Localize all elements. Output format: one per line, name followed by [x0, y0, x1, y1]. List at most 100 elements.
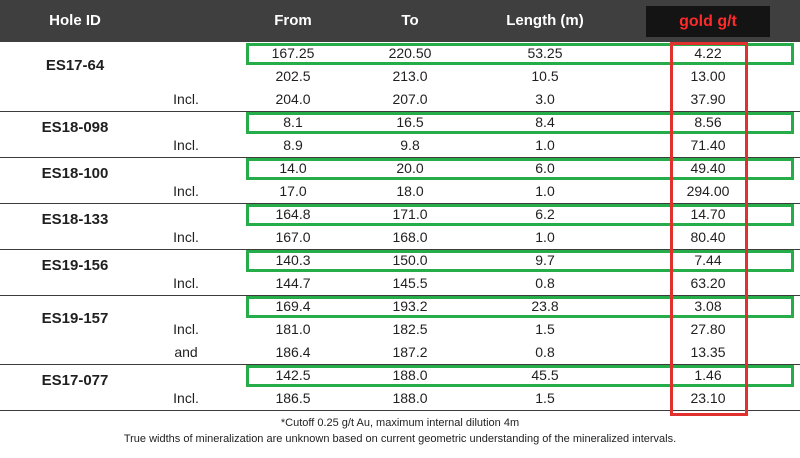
cell-gold: 27.80 [690, 321, 726, 337]
interval-qualifier [145, 65, 227, 88]
interval-qualifier [145, 111, 227, 134]
cell-to: 16.5 [396, 114, 424, 130]
cell-length: 23.8 [531, 298, 559, 314]
group-divider [0, 364, 800, 365]
cell-length: 3.0 [535, 91, 555, 107]
cell-gold: 80.40 [690, 229, 726, 245]
group-divider [0, 111, 800, 112]
header-hole-id: Hole ID [49, 12, 101, 29]
cell-to: 193.2 [392, 298, 428, 314]
cell-from: 186.5 [275, 390, 311, 406]
cell-to: 168.0 [392, 229, 428, 245]
interval-qualifier [145, 249, 227, 272]
cell-length: 1.0 [535, 229, 555, 245]
header-to: To [401, 12, 419, 29]
table-row: Incl. 186.5 188.0 1.5 23.10 [0, 387, 800, 410]
main-interval-highlight [246, 296, 794, 318]
group-divider [0, 203, 800, 204]
table-row: Incl. 167.0 168.0 1.0 80.40 [0, 226, 800, 249]
cell-gold: 63.20 [690, 275, 726, 291]
footnote-true-widths: True widths of mineralization are unknow… [123, 433, 677, 445]
cell-gold: 7.44 [694, 252, 722, 268]
table-row: and 186.4 187.2 0.8 13.35 [0, 341, 800, 364]
interval-qualifier [145, 364, 227, 387]
cell-length: 45.5 [531, 367, 559, 383]
cell-gold: 4.22 [694, 45, 722, 61]
main-interval-highlight [246, 158, 794, 180]
cell-gold: 14.70 [690, 206, 726, 222]
cell-gold: 8.56 [694, 114, 722, 130]
table-header: Hole ID From To Length (m) gold g/t [0, 0, 800, 42]
table-row: 14.0 20.0 6.0 49.40 [0, 157, 800, 180]
cell-gold: 71.40 [690, 137, 726, 153]
cell-from: 167.25 [271, 45, 315, 61]
cell-from: 140.3 [275, 252, 311, 268]
main-interval-highlight [246, 43, 794, 65]
main-interval-highlight [246, 250, 794, 272]
interval-qualifier: Incl. [173, 91, 199, 107]
cell-length: 0.8 [535, 275, 555, 291]
hole-id: ES17-077 [41, 372, 109, 389]
cell-to: 150.0 [392, 252, 428, 268]
table-row: Incl. 181.0 182.5 1.5 27.80 [0, 318, 800, 341]
interval-qualifier [145, 203, 227, 226]
cell-length: 8.4 [535, 114, 555, 130]
cell-from: 14.0 [279, 160, 307, 176]
table-row: Incl. 204.0 207.0 3.0 37.90 [0, 88, 800, 111]
interval-qualifier [145, 157, 227, 180]
cell-gold: 294.00 [686, 183, 730, 199]
interval-qualifier [145, 42, 227, 65]
cell-from: 202.5 [275, 68, 311, 84]
table-row: 142.5 188.0 45.5 1.46 [0, 364, 800, 387]
cell-to: 9.8 [400, 137, 420, 153]
hole-id: ES18-098 [41, 119, 109, 136]
cell-length: 53.25 [527, 45, 563, 61]
cell-length: 9.7 [535, 252, 555, 268]
cell-length: 1.5 [535, 390, 555, 406]
gold-column-highlight [670, 42, 748, 416]
footnote-cutoff: *Cutoff 0.25 g/t Au, maximum internal di… [280, 417, 520, 429]
main-interval-highlight [246, 204, 794, 226]
interval-qualifier: and [174, 344, 198, 360]
header-gold-box: gold g/t [646, 6, 770, 37]
cell-length: 10.5 [531, 68, 559, 84]
cell-from: 181.0 [275, 321, 311, 337]
interval-qualifier: Incl. [173, 275, 199, 291]
main-interval-highlight [246, 365, 794, 387]
cell-from: 8.1 [283, 114, 303, 130]
cell-from: 144.7 [275, 275, 311, 291]
table-row: 169.4 193.2 23.8 3.08 [0, 295, 800, 318]
header-from: From [274, 12, 312, 29]
cell-to: 220.50 [388, 45, 432, 61]
table-row: Incl. 8.9 9.8 1.0 71.40 [0, 134, 800, 157]
cell-gold: 37.90 [690, 91, 726, 107]
interval-qualifier: Incl. [173, 390, 199, 406]
table-row: 202.5 213.0 10.5 13.00 [0, 65, 800, 88]
hole-id: ES17-64 [45, 57, 105, 74]
cell-to: 213.0 [392, 68, 428, 84]
cell-to: 207.0 [392, 91, 428, 107]
cell-length: 1.5 [535, 321, 555, 337]
cell-to: 182.5 [392, 321, 428, 337]
cell-from: 142.5 [275, 367, 311, 383]
cell-to: 20.0 [396, 160, 424, 176]
cell-gold: 13.00 [690, 68, 726, 84]
hole-id: ES19-157 [41, 310, 109, 327]
cell-to: 188.0 [392, 367, 428, 383]
cell-gold: 13.35 [690, 344, 726, 360]
cell-length: 6.2 [535, 206, 555, 222]
table-row: Incl. 17.0 18.0 1.0 294.00 [0, 180, 800, 203]
cell-gold: 23.10 [690, 390, 726, 406]
cell-gold: 3.08 [694, 298, 722, 314]
cell-from: 204.0 [275, 91, 311, 107]
interval-qualifier: Incl. [173, 183, 199, 199]
interval-qualifier: Incl. [173, 321, 199, 337]
table-row: 140.3 150.0 9.7 7.44 [0, 249, 800, 272]
cell-to: 145.5 [392, 275, 428, 291]
cell-length: 6.0 [535, 160, 555, 176]
group-divider [0, 157, 800, 158]
table-row: 167.25 220.50 53.25 4.22 [0, 42, 800, 65]
cell-to: 18.0 [396, 183, 424, 199]
cell-from: 169.4 [275, 298, 311, 314]
